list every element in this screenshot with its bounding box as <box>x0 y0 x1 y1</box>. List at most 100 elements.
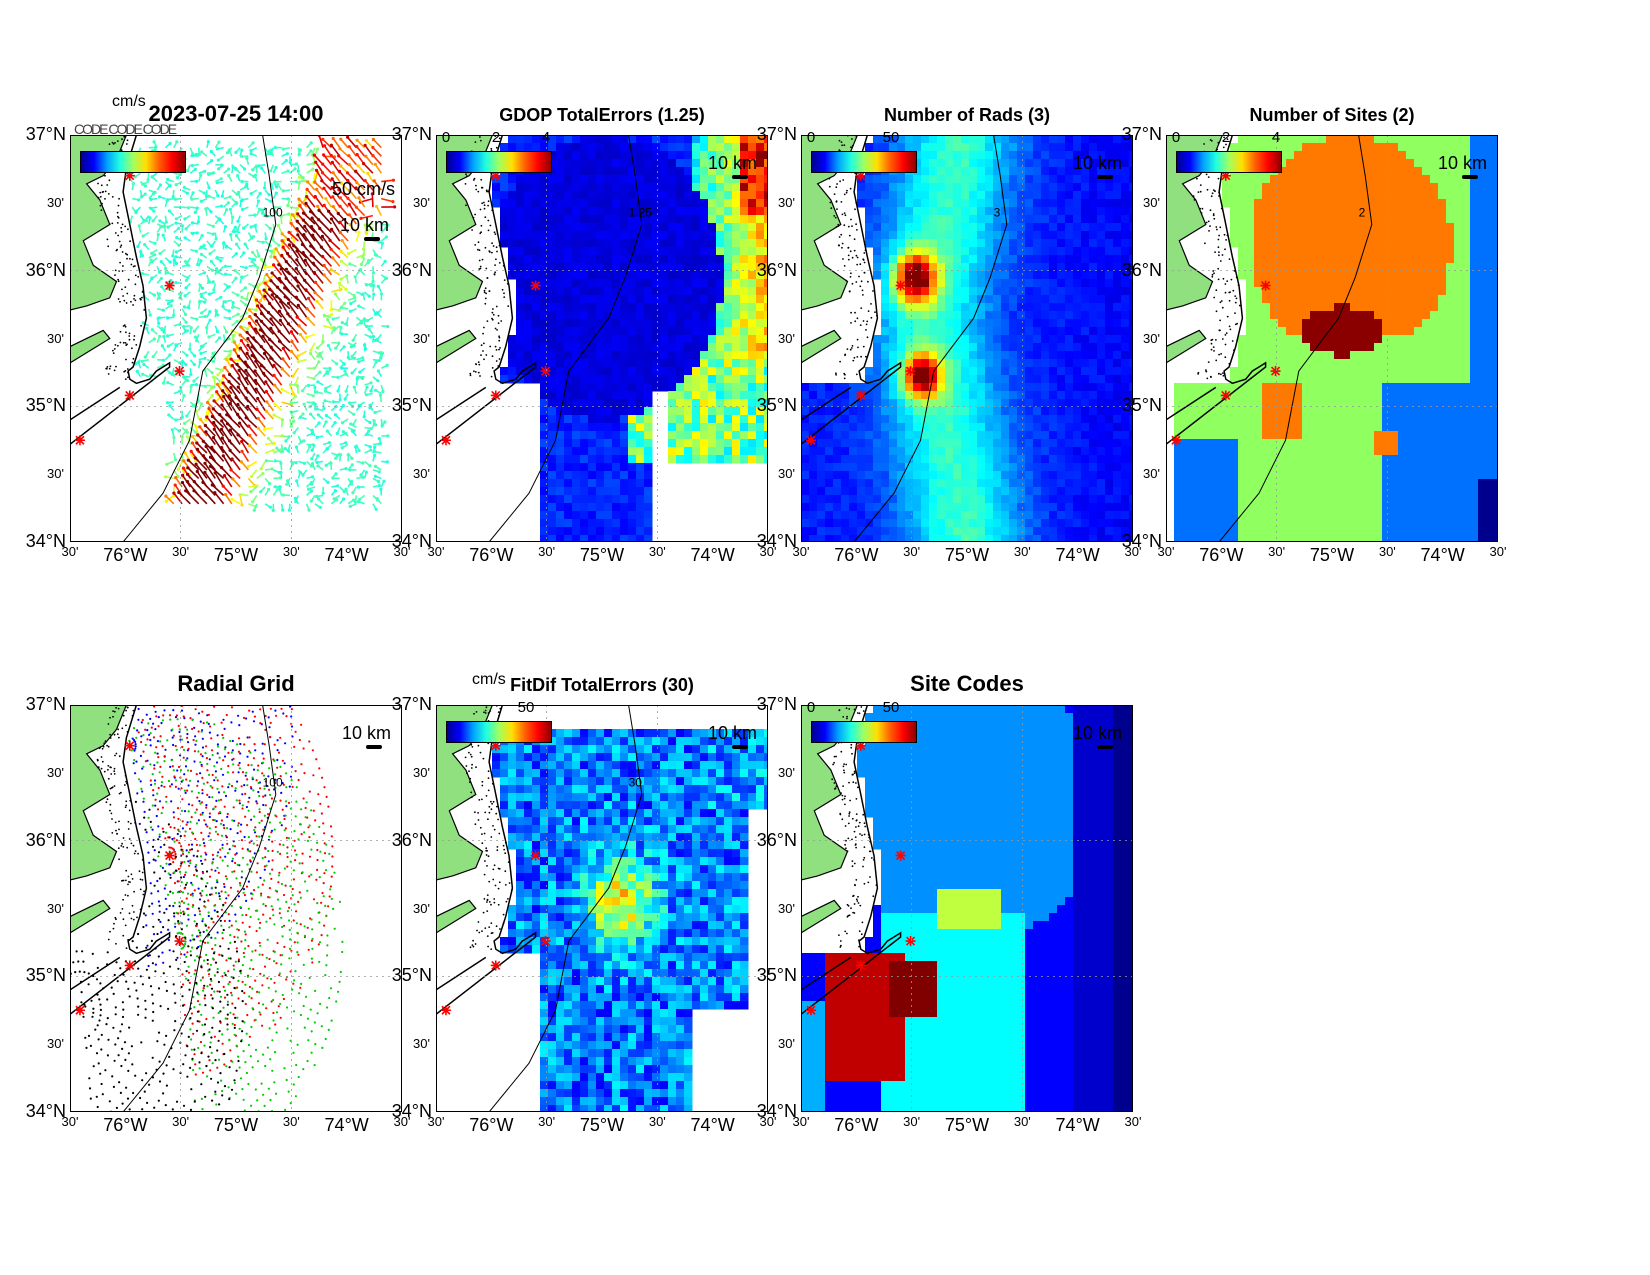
lon-minor-label: 30' <box>1124 544 1142 559</box>
map-svg: 2 <box>1166 135 1498 542</box>
lat-label: 36°N <box>391 259 432 280</box>
hfr-site-marker <box>540 366 551 377</box>
coastline <box>801 705 902 1016</box>
coastline <box>801 135 902 446</box>
lon-label: 75°W <box>1309 545 1355 565</box>
map-area: 100 <box>70 135 402 542</box>
hfr-site-marker <box>490 740 501 751</box>
lat-label: 36°N <box>756 829 797 850</box>
vector-scale-label: 50 cm/s <box>332 179 396 199</box>
hfr-site-marker <box>124 390 135 401</box>
colorbar <box>811 721 917 743</box>
land-mainland <box>70 705 128 881</box>
coastline <box>70 705 171 1016</box>
hfr-site-marker <box>440 435 451 446</box>
lon-minor-label: 30' <box>792 544 810 559</box>
scale-bar <box>732 745 748 749</box>
coastline <box>436 705 537 1016</box>
lat-minor-label: 30' <box>1143 194 1160 210</box>
hfr-site-marker <box>490 170 501 181</box>
lat-label: 37°N <box>25 694 66 714</box>
land-mainland-south <box>1166 329 1207 364</box>
lat-minor-label: 30' <box>778 764 795 780</box>
hfr-site-marker <box>440 1005 451 1016</box>
lat-label: 34°N <box>1121 531 1162 551</box>
panel-title: 2023-07-25 14:00 <box>148 101 324 126</box>
colorbar-unit: cm/s <box>472 671 506 688</box>
scale-bar <box>732 175 748 179</box>
lon-minor-label: 30' <box>792 1114 810 1129</box>
scale-label: 10 km <box>342 723 392 743</box>
hfr-site-marker <box>174 936 185 947</box>
lon-label: 74°W <box>690 1115 735 1135</box>
map-area: 30 <box>436 705 768 1112</box>
map-area: 100 <box>70 705 402 1112</box>
hfr-site-marker <box>905 366 916 377</box>
colorbar-tick: 4 <box>1271 129 1281 146</box>
hfr-site-marker <box>530 280 541 291</box>
lat-label: 36°N <box>25 829 66 850</box>
map-svg: 100 <box>70 705 402 1112</box>
lon-minor-label: 30' <box>427 1114 445 1129</box>
lat-label: 35°N <box>391 395 432 416</box>
lat-minor-label: 30' <box>47 1036 64 1052</box>
scale-label: 10 km <box>708 153 758 173</box>
panel-title: FitDif TotalErrors (30) <box>510 675 694 695</box>
colorbar <box>1176 151 1282 173</box>
lon-label: 75°W <box>579 545 625 565</box>
panel-title: Site Codes <box>910 671 1024 696</box>
hfr-site-marker <box>174 366 185 377</box>
lon-minor-label: 30' <box>282 544 300 559</box>
lat-minor-label: 30' <box>47 466 64 482</box>
map-area: 3 <box>801 135 1133 542</box>
contour-label: 30 <box>629 775 643 789</box>
lat-label: 36°N <box>756 259 797 280</box>
lon-label: 75°W <box>213 545 259 565</box>
lat-label: 35°N <box>1121 395 1162 416</box>
colorbar-tick: 50 <box>517 699 535 716</box>
lon-minor-label: 30' <box>282 1114 300 1129</box>
scale-bar <box>366 745 382 749</box>
lat-label: 35°N <box>25 965 66 986</box>
map-area: 2 <box>1166 135 1498 542</box>
land-mainland-south <box>801 329 842 364</box>
colorbar-tick: 0 <box>1171 129 1181 146</box>
lon-minor-label: 30' <box>61 544 79 559</box>
lat-minor-label: 30' <box>413 194 430 210</box>
lat-minor-label: 30' <box>778 194 795 210</box>
hfr-site-marker <box>164 850 175 861</box>
colorbar <box>80 151 186 173</box>
coastline <box>436 135 537 446</box>
lat-minor-label: 30' <box>413 330 430 346</box>
panel-title: GDOP TotalErrors (1.25) <box>499 105 705 125</box>
lon-label: 75°W <box>944 545 990 565</box>
lat-label: 36°N <box>391 829 432 850</box>
colorbar-tick: 2 <box>1221 129 1231 146</box>
hfr-site-marker <box>490 390 501 401</box>
lon-label: 75°W <box>944 1115 990 1135</box>
contour-label: 2 <box>1359 205 1366 219</box>
scale-label: 10 km <box>1438 153 1488 173</box>
map-svg: 30 <box>436 705 768 1112</box>
lat-label: 35°N <box>25 395 66 416</box>
lon-minor-label: 30' <box>1157 544 1175 559</box>
land-mainland-south <box>70 899 111 934</box>
colorbar-tick: 2 <box>491 129 501 146</box>
colorbar <box>446 151 552 173</box>
colorbar-tick: 4 <box>541 129 551 146</box>
lat-minor-label: 30' <box>778 1036 795 1052</box>
lon-minor-label: 30' <box>1013 544 1031 559</box>
hfr-site-marker <box>530 850 541 861</box>
lat-label: 36°N <box>25 259 66 280</box>
lon-label: 74°W <box>690 545 735 565</box>
contour-line <box>122 705 277 1112</box>
panel-title: Number of Rads (3) <box>883 105 1051 125</box>
map-svg <box>801 705 1133 1112</box>
lat-label: 34°N <box>25 531 66 551</box>
lon-label: 76°W <box>469 545 514 565</box>
lat-label: 34°N <box>391 1101 432 1121</box>
lat-minor-label: 30' <box>413 900 430 916</box>
scale-bar <box>364 237 380 241</box>
colorbar-unit: cm/s <box>112 93 146 110</box>
scale-bar <box>1097 745 1113 749</box>
